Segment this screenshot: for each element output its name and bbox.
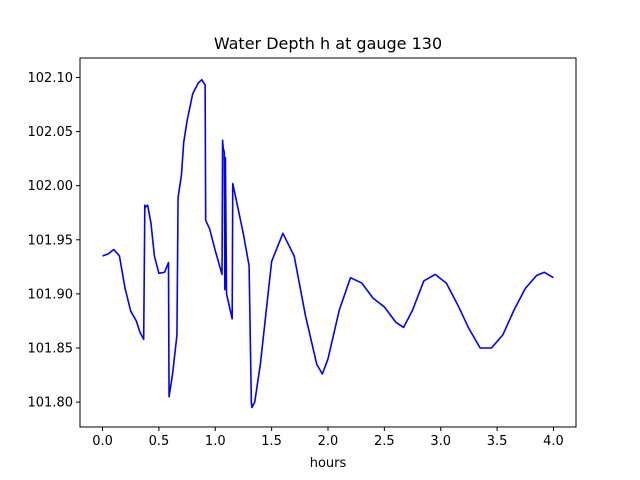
- y-tick-label: 102.10: [28, 71, 74, 86]
- x-tick-label: 0.0: [92, 434, 113, 449]
- x-tick-label: 3.5: [487, 434, 508, 449]
- y-tick-label: 101.85: [28, 342, 74, 357]
- x-tick-label: 3.0: [430, 434, 451, 449]
- x-tick-label: 4.0: [543, 434, 564, 449]
- x-tick-label: 2.5: [374, 434, 395, 449]
- y-tick-label: 101.80: [28, 396, 74, 411]
- chart-title: Water Depth h at gauge 130: [214, 34, 442, 53]
- y-tick-label: 101.90: [28, 287, 74, 302]
- plot-area: 0.0 0.5 1.0 1.5 2.0 2.5 3.0 3.5 4.0 101.80 101.85 1…: [28, 57, 577, 449]
- x-tick-label: 0.5: [149, 434, 170, 449]
- series-line-0: [102, 78, 554, 409]
- y-tick-label: 102.05: [28, 125, 74, 140]
- x-tick-label: 1.0: [205, 434, 226, 449]
- y-tick-label: 102.00: [28, 179, 74, 194]
- x-axis-label: hours: [310, 456, 347, 471]
- y-tick-label: 101.95: [28, 233, 74, 248]
- x-tick-label: 1.5: [261, 434, 282, 449]
- x-tick-label: 2.0: [318, 434, 339, 449]
